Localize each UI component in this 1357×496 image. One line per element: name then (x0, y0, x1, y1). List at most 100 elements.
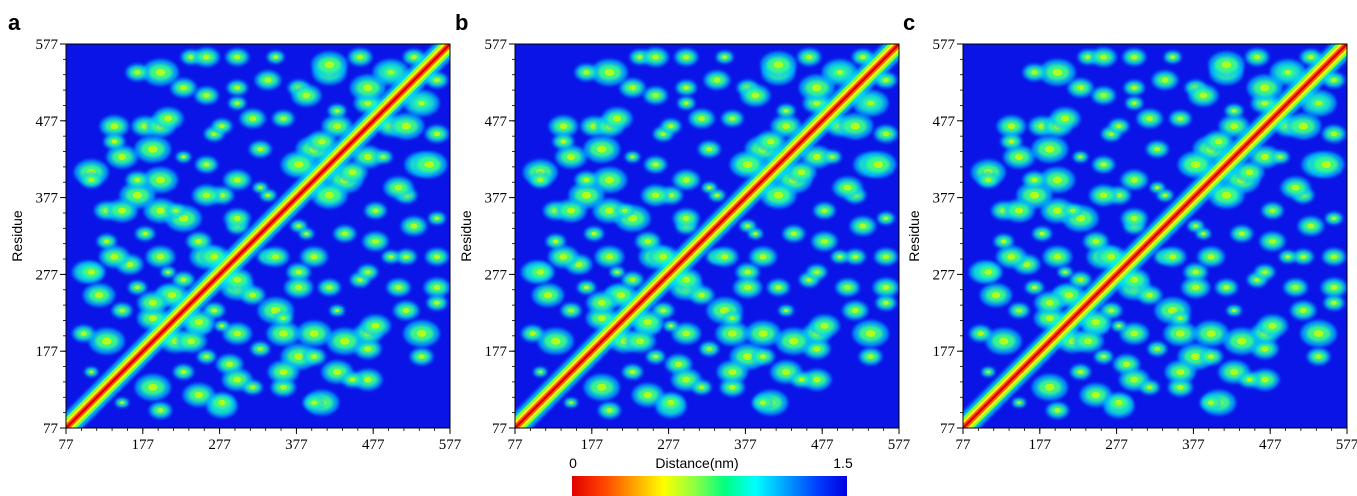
contact-core (682, 276, 691, 283)
contact-core (683, 101, 689, 105)
contact-core (270, 306, 281, 315)
contact-core (1130, 177, 1138, 183)
contact-core (1146, 115, 1154, 122)
contact-core (416, 329, 427, 338)
contact-core (1307, 54, 1314, 60)
contact-core (575, 261, 583, 268)
contact-core (1077, 369, 1084, 374)
contact-core (180, 277, 187, 282)
contact-core (1131, 101, 1137, 105)
contact-core (202, 192, 211, 199)
contact-core (1298, 122, 1308, 130)
contact-core (1269, 208, 1276, 213)
y-tick-label: 277 (933, 267, 956, 283)
contact-core (132, 191, 143, 199)
contact-core (1044, 383, 1055, 391)
contact-core (148, 315, 157, 322)
contact-core (173, 208, 179, 213)
contact-core (1146, 292, 1153, 298)
contact-core (806, 277, 812, 282)
contact-core (1177, 116, 1184, 121)
y-tick-label: 77 (940, 421, 956, 437)
contact-core (1045, 315, 1054, 322)
x-tick-label: 377 (1182, 437, 1205, 453)
contact-core (296, 224, 301, 228)
contact-core (1331, 77, 1337, 83)
contact-core (1190, 353, 1201, 361)
contact-core (1292, 285, 1299, 290)
panel-letter: c (903, 10, 915, 35)
contact-core (668, 124, 674, 129)
contact-core (1221, 191, 1232, 199)
colorbar-min-label: 0 (569, 455, 577, 471)
contact-core (1229, 368, 1239, 376)
contact-core (844, 285, 851, 290)
contact-core (569, 401, 573, 405)
contact-core (394, 184, 403, 191)
contact-core (195, 238, 203, 244)
contact-core (1091, 391, 1101, 399)
contact-core (1307, 223, 1315, 229)
contact-core (788, 337, 799, 345)
contact-core (1029, 191, 1040, 199)
contact-core (683, 85, 690, 90)
contact-core (643, 318, 653, 326)
contact-core (258, 186, 263, 190)
contact-core (1084, 338, 1093, 345)
contact-core (126, 261, 134, 268)
contact-core (1253, 54, 1261, 60)
y-tick-label: 577 (485, 37, 508, 53)
y-tick-label: 177 (36, 344, 59, 360)
contact-core (867, 354, 874, 359)
contact-core (1099, 192, 1108, 199)
colorbar-max-label: 1.5 (833, 455, 853, 471)
y-axis-label: Residue (9, 210, 25, 262)
contact-core (798, 377, 805, 382)
contact-core (371, 322, 380, 329)
contact-core (1085, 55, 1091, 60)
contact-core (882, 284, 890, 291)
contact-core (273, 55, 278, 59)
contact-core (401, 122, 411, 130)
contact-core (249, 292, 256, 298)
contact-core (134, 70, 141, 75)
contact-core (1207, 254, 1215, 260)
contact-core (1052, 68, 1063, 76)
contact-core (596, 383, 607, 391)
contact-core (637, 55, 643, 60)
y-tick-label: 477 (933, 114, 956, 130)
contact-core (89, 370, 94, 374)
contact-cells (963, 44, 1347, 428)
contact-core (797, 169, 806, 176)
contact-core (629, 85, 636, 91)
contact-core (1161, 77, 1169, 83)
contact-core (110, 253, 119, 260)
contact-core (1207, 354, 1215, 359)
contact-core (1116, 124, 1122, 129)
contact-core (682, 177, 690, 183)
contact-core (1007, 253, 1016, 260)
contact-core (335, 309, 340, 312)
contact-core (698, 115, 706, 122)
contact-core (1232, 309, 1237, 312)
contact-core (977, 331, 984, 336)
contact-core (706, 146, 713, 152)
contact-core (203, 54, 211, 60)
contact-core (372, 238, 379, 244)
contact-map-panel-b: b 77 177 277 377 477 577 77 177 277 377 477 577 Resid… (455, 10, 911, 453)
contact-core (1167, 306, 1178, 315)
contact-core (1254, 277, 1260, 282)
contact-core (280, 116, 287, 121)
contact-core (821, 208, 828, 213)
contact-core (395, 285, 402, 290)
contact-core (1014, 207, 1024, 214)
x-tick-label: 577 (888, 437, 911, 453)
contact-core (219, 324, 224, 328)
contact-core (357, 277, 363, 282)
contact-core (781, 368, 791, 376)
contact-core (1330, 131, 1338, 137)
y-axis-label: Residue (458, 210, 474, 262)
contact-core (1092, 238, 1100, 244)
contact-core (566, 207, 576, 214)
contact-core (1031, 70, 1038, 75)
